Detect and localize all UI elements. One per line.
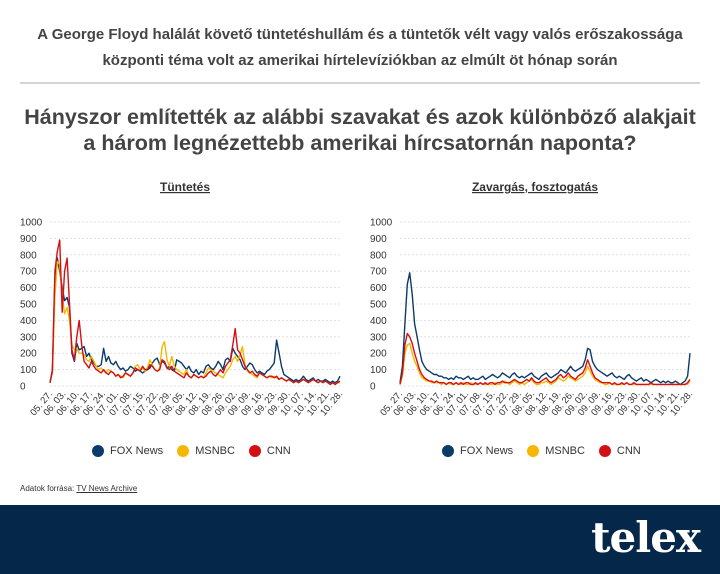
source-prefix: Adatok forrása: [20,484,77,493]
legend-dot-icon [248,445,261,457]
legend-label: MSNBC [545,445,585,457]
legend-label: FOX News [460,445,514,457]
y-tick-label: 600 [20,283,37,294]
series-line-fox-news [399,272,691,386]
legend-item: CNN [598,445,641,457]
y-tick-label: 0 [20,382,26,393]
y-tick-label: 0 [370,382,376,393]
y-tick-label: 100 [20,365,37,376]
y-tick-label: 500 [20,300,37,311]
y-tick-label: 1000 [370,218,393,229]
y-tick-label: 300 [20,332,37,343]
y-tick-label: 700 [370,267,387,278]
headline-line-1: A George Floyd halálát követő tüntetéshu… [37,26,683,43]
legend-label: FOX News [110,445,164,457]
headline: A George Floyd halálát követő tüntetéshu… [20,22,700,74]
y-tick-label: 400 [20,316,37,327]
subtitle: Hányszor említették az alábbi szavakat é… [20,104,700,156]
chart-title: Zavargás, fosztogatás [472,180,598,194]
y-tick-label: 600 [370,283,387,294]
y-tick-label: 700 [20,267,37,278]
legend-label: MSNBC [195,445,235,457]
legend-item: MSNBC [177,445,235,457]
series-line-fox-news [49,257,341,384]
y-tick-label: 100 [370,365,387,376]
subtitle-line-2: a három legnézettebb amerikai hírcsatorn… [83,131,637,155]
source-link[interactable]: TV News Archive [76,484,138,493]
y-tick-label: 800 [20,250,37,261]
source-note: Adatok forrása: TV News Archive [20,484,137,493]
divider [20,82,700,84]
legend-dot-icon [92,445,104,457]
y-tick-label: 200 [20,349,37,360]
footer-bar: telex [0,505,720,574]
legend-dot-icon [527,445,540,457]
headline-line-2: központi téma volt az amerikai hírteleví… [102,52,618,69]
legend-item: FOX News [442,445,513,457]
legend-dot-icon [598,445,611,457]
y-tick-label: 800 [370,250,387,261]
riot-looting-chart: Zavargás, fosztogatás 0 100 200 300 400 500 600… [370,180,695,418]
legend-dot-icon [177,445,190,457]
y-tick-label: 900 [370,234,387,245]
legend-item: MSNBC [527,445,585,457]
telex-logo[interactable]: telex [591,513,701,562]
legend-label: CNN [616,445,641,457]
y-tick-label: 1000 [20,218,43,229]
y-tick-label: 400 [370,316,387,327]
subtitle-line-1: Hányszor említették az alábbi szavakat é… [24,105,696,129]
protest-chart: Tüntetés 0 100 200 300 400 500 600 700 800 900 1000… [20,180,345,418]
y-tick-label: 200 [370,349,387,360]
series-line-cnn [399,332,691,386]
y-tick-label: 500 [370,300,387,311]
series-line-cnn [49,239,341,386]
legend-item: CNN [248,445,291,457]
legend-item: FOX News [92,445,163,457]
chart-title: Tüntetés [160,180,210,194]
legend-dot-icon [442,445,454,457]
legend-label: CNN [266,445,291,457]
legend-left: FOX News MSNBC CNN [92,445,305,457]
y-tick-label: 900 [20,234,37,245]
y-tick-label: 300 [370,332,387,343]
legend-right: FOX News MSNBC CNN [442,445,655,457]
